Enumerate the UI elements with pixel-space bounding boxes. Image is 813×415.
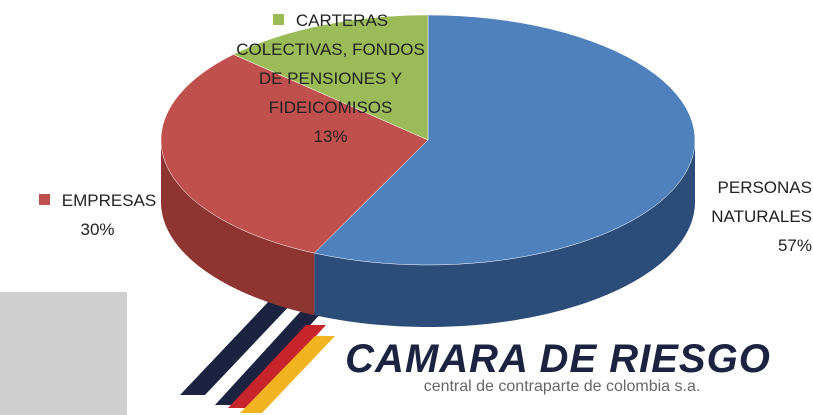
slice-side [314,140,695,327]
slice [313,14,696,266]
slice-side [161,140,315,316]
value-label: 13% [313,127,348,146]
category-label: EMPRESAS [61,191,157,210]
logo-stripes [180,300,335,413]
data-label: PERSONAS NATURALES 57% [688,173,812,260]
category-label: CARTERAS COLECTIVAS, FONDOS DE PENSIONES… [236,11,425,117]
gray-panel [0,292,127,415]
slice [160,54,429,254]
legend-marker [272,14,284,25]
legend-marker [38,194,50,205]
slice [232,14,429,141]
logo-title: CAMARA DE RIESGO [345,337,771,381]
value-label: 30% [80,220,115,239]
logo-subtitle: central de contraparte de colombia s.a. [424,378,701,395]
pie [160,14,696,327]
category-label: PERSONAS NATURALES [711,178,812,226]
data-label: EMPRESAS 30% [10,186,185,244]
value-label: 57% [777,236,812,255]
data-label: CARTERAS COLECTIVAS, FONDOS DE PENSIONES… [228,6,433,151]
